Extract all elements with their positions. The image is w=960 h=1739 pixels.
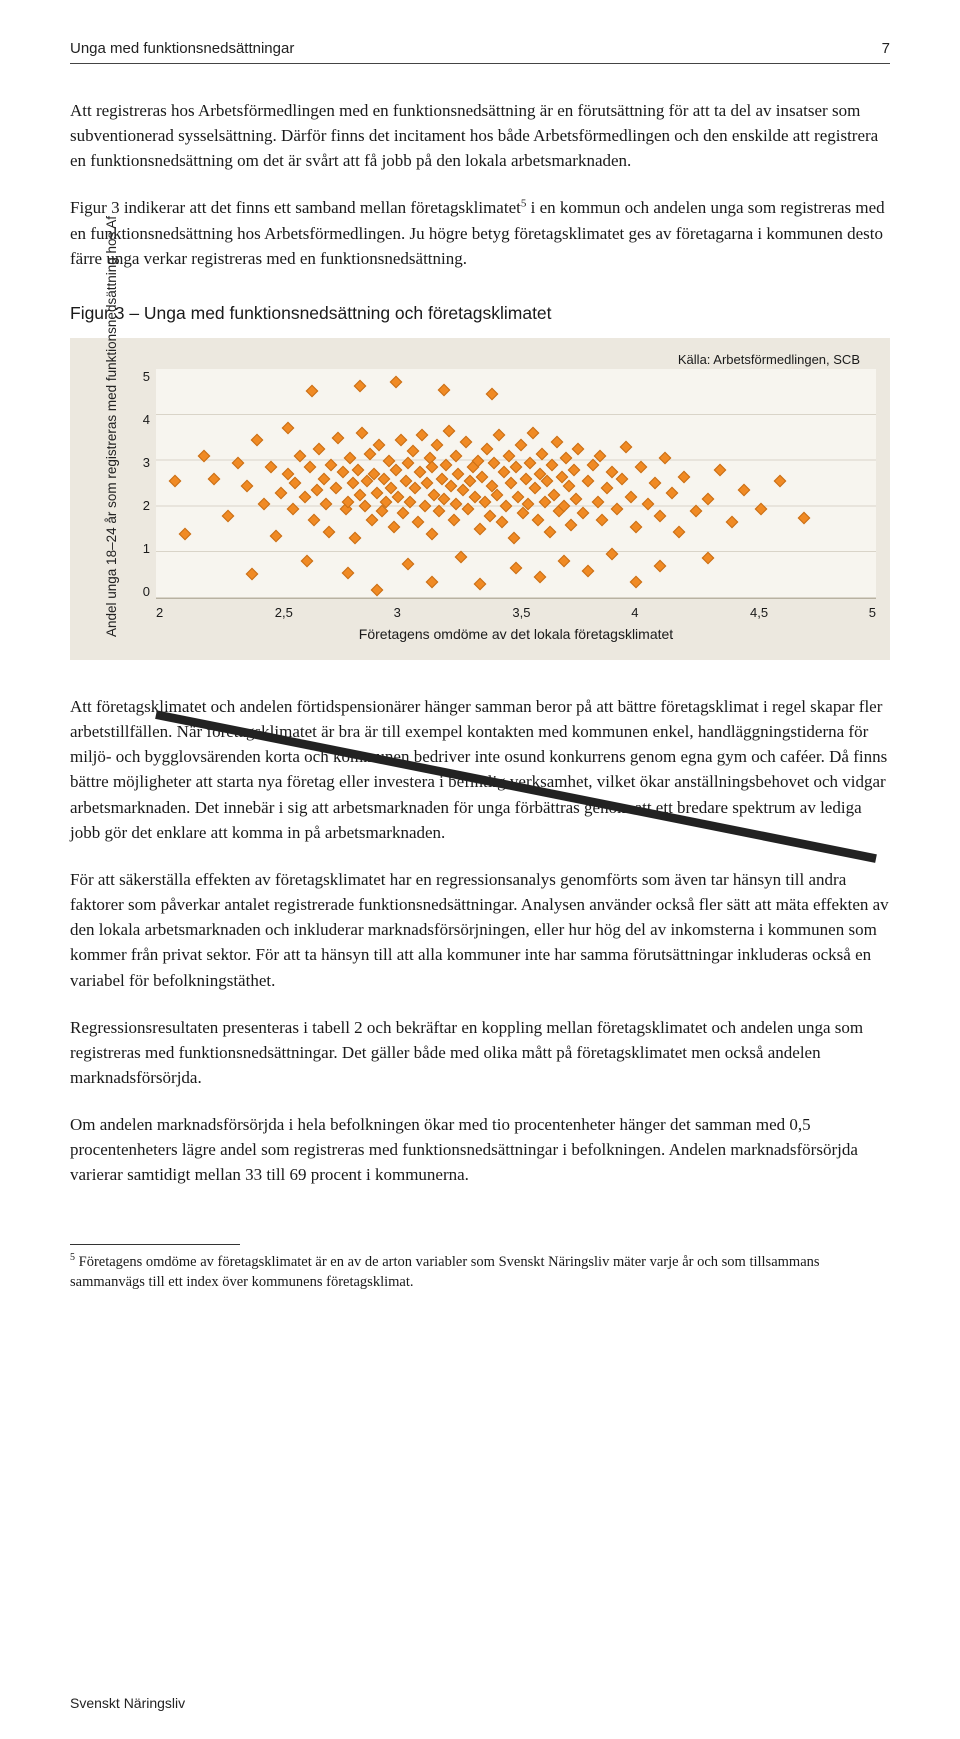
footnote-text: Företagens omdöme av företagsklimatet är… <box>70 1253 820 1289</box>
header-title: Unga med funktionsnedsättningar <box>70 40 294 57</box>
footnote-5: 5 Företagens omdöme av företagsklimatet … <box>70 1251 890 1292</box>
ytick: 3 <box>143 455 150 470</box>
chart-title: Figur 3 – Unga med funktionsnedsättning … <box>70 303 890 324</box>
ytick: 5 <box>143 369 150 384</box>
paragraph-2a: Figur 3 indikerar att det finns ett samb… <box>70 198 521 217</box>
chart-trendline <box>156 369 876 1089</box>
chart-ylabel: Andel unga 18–24 år som registreras med … <box>104 377 121 637</box>
ytick: 0 <box>143 584 150 599</box>
running-header: Unga med funktionsnedsättningar 7 <box>70 40 890 64</box>
chart-source: Källa: Arbetsförmedlingen, SCB <box>128 352 876 367</box>
paragraph-2: Figur 3 indikerar att det finns ett samb… <box>70 195 890 270</box>
chart-yticks: 5 4 3 2 1 0 <box>128 369 156 599</box>
paragraph-6: Om andelen marknadsförsörjda i hela befo… <box>70 1112 890 1187</box>
footnote-rule <box>70 1244 240 1245</box>
chart-plot-area <box>156 369 876 599</box>
page-footer: Svenskt Näringsliv <box>70 1695 185 1711</box>
ytick: 1 <box>143 541 150 556</box>
page-number: 7 <box>882 40 890 57</box>
footnote-number: 5 <box>70 1252 75 1263</box>
paragraph-1: Att registreras hos Arbetsförmedlingen m… <box>70 98 890 173</box>
ytick: 2 <box>143 498 150 513</box>
chart-container: Andel unga 18–24 år som registreras med … <box>70 338 890 660</box>
ytick: 4 <box>143 412 150 427</box>
